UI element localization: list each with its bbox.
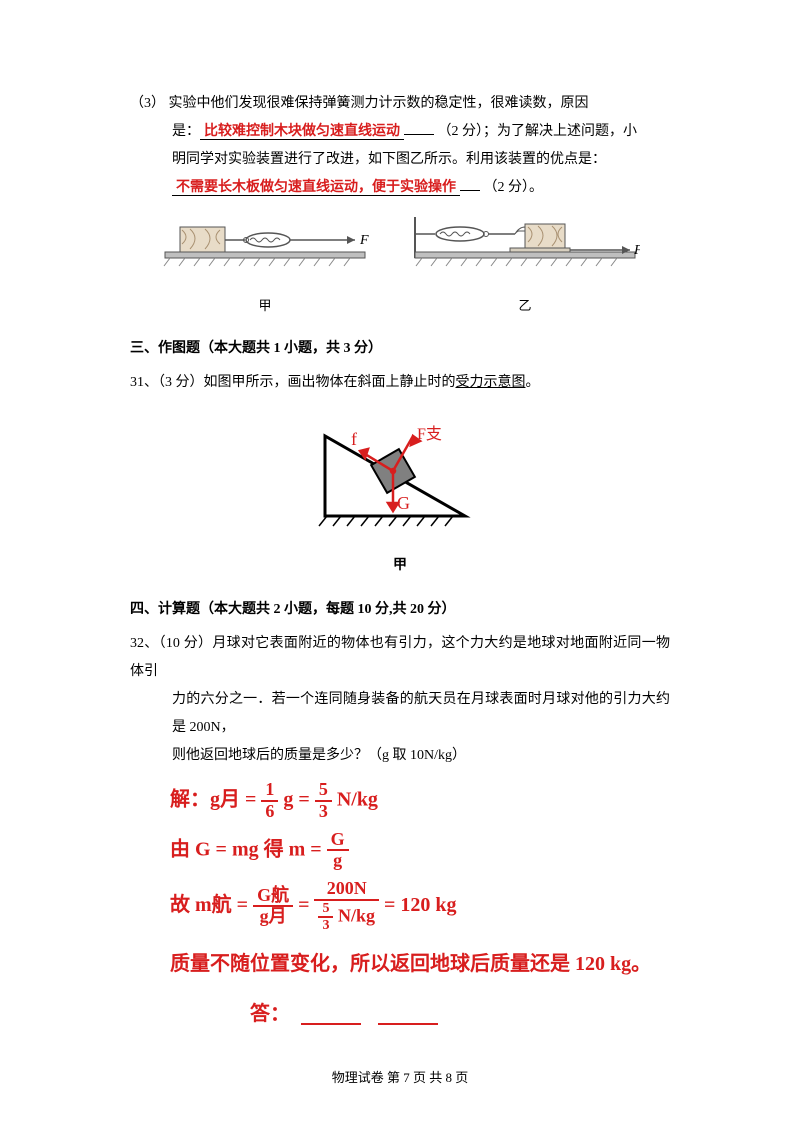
handwritten-solution: 解：g月 = 16 g = 53 N/kg 由 G = mg 得 m = Gg …	[130, 780, 670, 1032]
q30-blank2: 不需要长木板做匀速直线运动，便于实验操作	[172, 180, 460, 196]
q30-blank1: 比较难控制木块做匀速直线运动	[200, 124, 404, 140]
q30-points1: （2 分）	[438, 124, 484, 139]
hw-l1c: N/kg	[337, 788, 378, 810]
ans-line-1	[301, 1005, 361, 1025]
svg-text:F支: F支	[417, 425, 442, 443]
diagram-jia: F 甲	[160, 212, 370, 319]
yi-label: 乙	[410, 293, 640, 319]
q31-text-a: 如图甲所示，画出物体在斜面上静止时的	[204, 375, 456, 390]
hw-l1a: 解：g月 =	[170, 788, 261, 810]
q30-prefix: （3）	[130, 96, 165, 111]
hw-l3c: = 120 kg	[384, 894, 457, 916]
q30-line2a: 是：	[172, 124, 200, 139]
page-footer: 物理试卷 第 7 页 共 8 页	[0, 1065, 800, 1091]
frac-Ghang-gmoon: G航g月	[253, 886, 293, 928]
hw-l2: 由 G = mg 得 m = Gg	[170, 830, 670, 872]
q30-line2b: ；为了解决上述问题，小	[483, 124, 637, 139]
hw-l3: 故 m航 = G航g月 = 200N 53 N/kg = 120 kg	[170, 879, 670, 934]
frac-1-6: 16	[261, 780, 278, 822]
q30-line2: 是：比较难控制木块做匀速直线运动 （2 分）；为了解决上述问题，小	[130, 118, 670, 146]
jia-label: 甲	[160, 293, 370, 319]
incline-figure: f F支 G 甲	[130, 411, 670, 580]
q30-line1: 实验中他们发现很难保持弹簧测力计示数的稳定性，很难读数，原因	[169, 96, 589, 111]
hw-l5-label: 答：	[250, 1003, 290, 1025]
q31-text-b: 。	[526, 375, 540, 390]
q30-points2: （2 分）。	[484, 180, 544, 195]
incline-label: 甲	[130, 552, 670, 580]
q32-line3: 则他返回地球后的质量是多少？（g 取 10N/kg）	[130, 742, 670, 770]
q31-underline: 受力示意图	[456, 375, 526, 390]
q31: 31、（3 分）如图甲所示，画出物体在斜面上静止时的受力示意图。	[130, 369, 670, 397]
q30-line4: 不需要长木板做匀速直线运动，便于实验操作 （2 分）。	[130, 174, 670, 202]
diagram-jia-svg: F	[160, 212, 370, 282]
section3-header: 三、作图题（本大题共 1 小题，共 3 分）	[130, 335, 670, 363]
svg-text:F: F	[359, 233, 369, 248]
section4-header: 四、计算题（本大题共 2 小题，每题 10 分,共 20 分）	[130, 596, 670, 624]
q32-points: （10 分）	[159, 636, 213, 651]
svg-text:F: F	[633, 243, 640, 258]
hw-l3a: 故 m航 =	[170, 894, 253, 916]
hw-l3b: =	[298, 894, 314, 916]
q31-num: 31、	[130, 375, 158, 390]
q32-line2: 力的六分之一．若一个连同随身装备的航天员在月球表面时月球对他的引力大约是 200…	[130, 686, 670, 742]
svg-text:f: f	[351, 429, 357, 449]
q32-num: 32、	[130, 636, 159, 651]
hw-l2a: 由 G = mg 得 m =	[170, 838, 327, 860]
q30-line3: 明同学对实验装置进行了改进，如下图乙所示。利用该装置的优点是：	[130, 146, 670, 174]
frac-G-g: Gg	[327, 830, 349, 872]
hw-l4: 质量不随位置变化，所以返回地球后质量还是 120 kg。	[170, 946, 670, 982]
frac-200N: 200N 53 N/kg	[314, 879, 379, 934]
q32-line1: 32、（10 分）月球对它表面附近的物体也有引力，这个力大约是地球对地面附近同一…	[130, 630, 670, 686]
frac-5-3: 53	[315, 780, 332, 822]
hw-l1b: g =	[283, 788, 314, 810]
ans-line-2	[378, 1005, 438, 1025]
blank-ext2	[460, 190, 480, 191]
q31-points: （3 分）	[158, 375, 204, 390]
incline-svg: f F支 G	[305, 411, 495, 541]
apparatus-diagrams: F 甲 F 乙	[130, 212, 670, 319]
q30-part3: （3） 实验中他们发现很难保持弹簧测力计示数的稳定性，很难读数，原因	[130, 90, 670, 118]
svg-text:G: G	[397, 493, 410, 513]
blank-ext1	[404, 134, 434, 135]
hw-l1: 解：g月 = 16 g = 53 N/kg	[170, 780, 670, 822]
hw-l5: 答：	[170, 996, 670, 1032]
diagram-yi: F 乙	[410, 212, 640, 319]
diagram-yi-svg: F	[410, 212, 640, 282]
